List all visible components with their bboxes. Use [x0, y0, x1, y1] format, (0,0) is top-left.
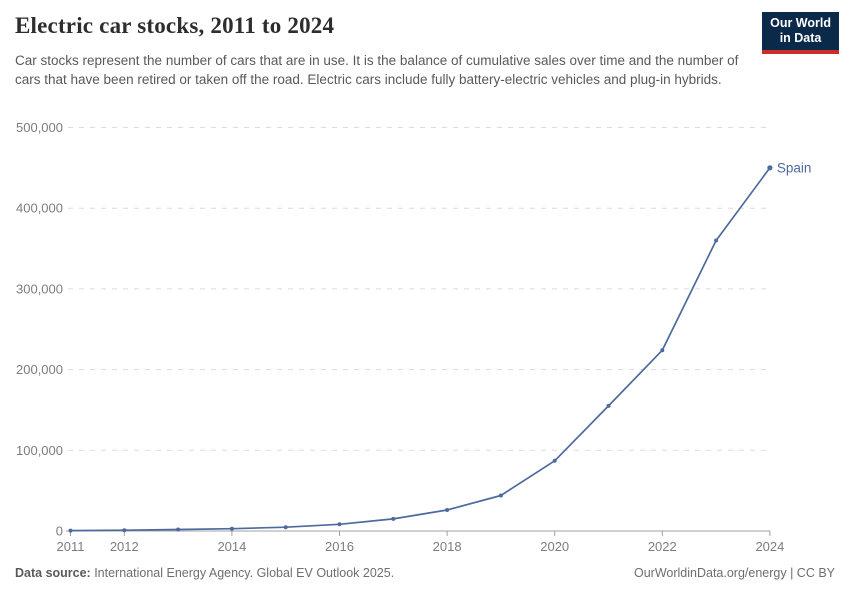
- y-tick-label: 0: [56, 524, 63, 539]
- y-tick-label: 200,000: [16, 362, 63, 377]
- data-point: [176, 527, 181, 532]
- owid-url[interactable]: OurWorldinData.org/energy | CC BY: [633, 566, 835, 580]
- x-tick-label: 2011: [57, 539, 85, 554]
- data-source-label: Data source:: [15, 566, 91, 580]
- series-end-label[interactable]: Spain: [777, 160, 812, 175]
- data-point: [391, 516, 396, 521]
- y-tick-label: 100,000: [16, 443, 63, 458]
- data-point: [445, 508, 450, 512]
- data-point: [552, 458, 557, 463]
- data-source-text: International Energy Agency. Global EV O…: [90, 566, 395, 580]
- x-tick-label: 2016: [325, 539, 354, 554]
- data-point: [337, 522, 342, 527]
- data-line-spain: [70, 167, 771, 532]
- x-tick-label: 2012: [110, 539, 139, 554]
- x-tick-label: 2018: [433, 539, 462, 554]
- data-point: [714, 238, 719, 243]
- owid-logo[interactable]: Our World in Data: [762, 12, 839, 54]
- y-tick-label: 500,000: [16, 120, 63, 135]
- page-title: Electric car stocks, 2011 to 2024: [15, 13, 335, 38]
- data-point: [229, 526, 234, 531]
- chart-subtitle: Car stocks represent the number of cars …: [15, 53, 739, 87]
- y-tick-label: 400,000: [16, 201, 63, 216]
- x-tick-label: 2022: [648, 539, 677, 554]
- x-tick-label: 2014: [217, 539, 246, 554]
- data-source: Data source: International Energy Agency…: [15, 566, 394, 580]
- data-point: [660, 348, 665, 353]
- data-point: [606, 403, 611, 408]
- line-chart: 0 100,000 200,000 300,000 400,000 500,000 2011…: [16, 120, 812, 554]
- data-point: [68, 528, 73, 533]
- y-tick-label: 300,000: [16, 281, 63, 296]
- owid-logo-line2: in Data: [779, 31, 822, 46]
- chart-footer: Data source: International Energy Agency…: [15, 566, 835, 580]
- data-point: [283, 525, 288, 530]
- data-point: [498, 493, 503, 498]
- data-point: [767, 165, 773, 171]
- x-tick-label: 2024: [755, 539, 784, 554]
- data-point: [122, 528, 127, 533]
- owid-logo-line1: Our World: [770, 16, 831, 30]
- x-tick-label: 2020: [540, 539, 569, 554]
